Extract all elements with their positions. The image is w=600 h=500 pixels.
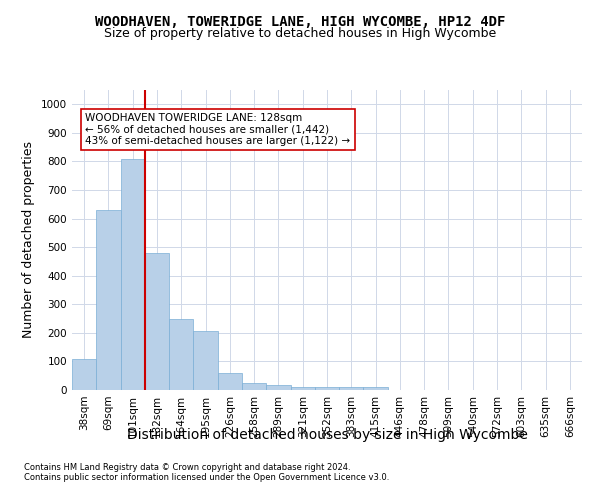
Bar <box>266 385 290 390</box>
Bar <box>242 383 266 390</box>
Y-axis label: Number of detached properties: Number of detached properties <box>22 142 35 338</box>
Text: Contains HM Land Registry data © Crown copyright and database right 2024.: Contains HM Land Registry data © Crown c… <box>24 464 350 472</box>
Bar <box>218 373 242 390</box>
Bar <box>169 318 193 390</box>
Bar <box>145 253 169 390</box>
Bar <box>72 358 96 390</box>
Bar <box>193 332 218 390</box>
Text: Contains public sector information licensed under the Open Government Licence v3: Contains public sector information licen… <box>24 474 389 482</box>
Bar <box>315 387 339 390</box>
Text: Distribution of detached houses by size in High Wycombe: Distribution of detached houses by size … <box>127 428 527 442</box>
Text: WOODHAVEN, TOWERIDGE LANE, HIGH WYCOMBE, HP12 4DF: WOODHAVEN, TOWERIDGE LANE, HIGH WYCOMBE,… <box>95 15 505 29</box>
Bar <box>339 387 364 390</box>
Text: WOODHAVEN TOWERIDGE LANE: 128sqm
← 56% of detached houses are smaller (1,442)
43: WOODHAVEN TOWERIDGE LANE: 128sqm ← 56% o… <box>85 113 350 146</box>
Bar <box>121 158 145 390</box>
Bar <box>96 210 121 390</box>
Bar <box>364 387 388 390</box>
Text: Size of property relative to detached houses in High Wycombe: Size of property relative to detached ho… <box>104 28 496 40</box>
Bar <box>290 387 315 390</box>
